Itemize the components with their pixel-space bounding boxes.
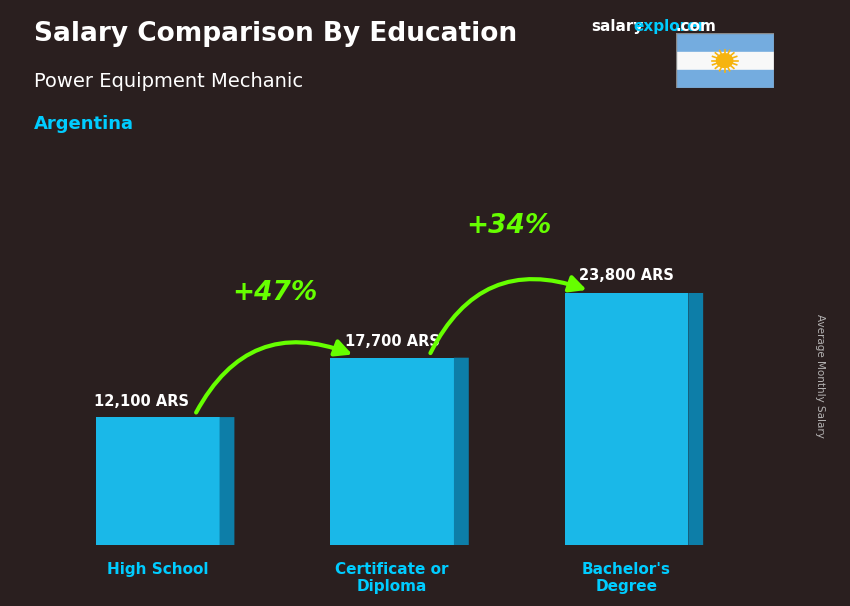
Text: .com: .com <box>676 19 717 35</box>
Text: 17,700 ARS: 17,700 ARS <box>344 334 439 349</box>
Text: salary: salary <box>591 19 643 35</box>
Text: Argentina: Argentina <box>34 115 134 133</box>
FancyBboxPatch shape <box>96 417 219 545</box>
Circle shape <box>717 54 733 67</box>
Text: explorer: explorer <box>633 19 706 35</box>
Text: +34%: +34% <box>467 213 552 239</box>
FancyBboxPatch shape <box>564 293 688 545</box>
Bar <box>676 70 774 88</box>
Text: Salary Comparison By Education: Salary Comparison By Education <box>34 21 517 47</box>
Text: 23,800 ARS: 23,800 ARS <box>579 268 674 284</box>
Text: +47%: +47% <box>232 281 318 307</box>
Bar <box>676 52 774 70</box>
FancyBboxPatch shape <box>331 358 454 545</box>
Polygon shape <box>454 358 469 545</box>
Bar <box>676 33 774 52</box>
Text: Average Monthly Salary: Average Monthly Salary <box>815 314 825 438</box>
Text: 12,100 ARS: 12,100 ARS <box>94 393 189 408</box>
Polygon shape <box>219 417 235 545</box>
Polygon shape <box>688 293 703 545</box>
Text: Power Equipment Mechanic: Power Equipment Mechanic <box>34 72 303 90</box>
